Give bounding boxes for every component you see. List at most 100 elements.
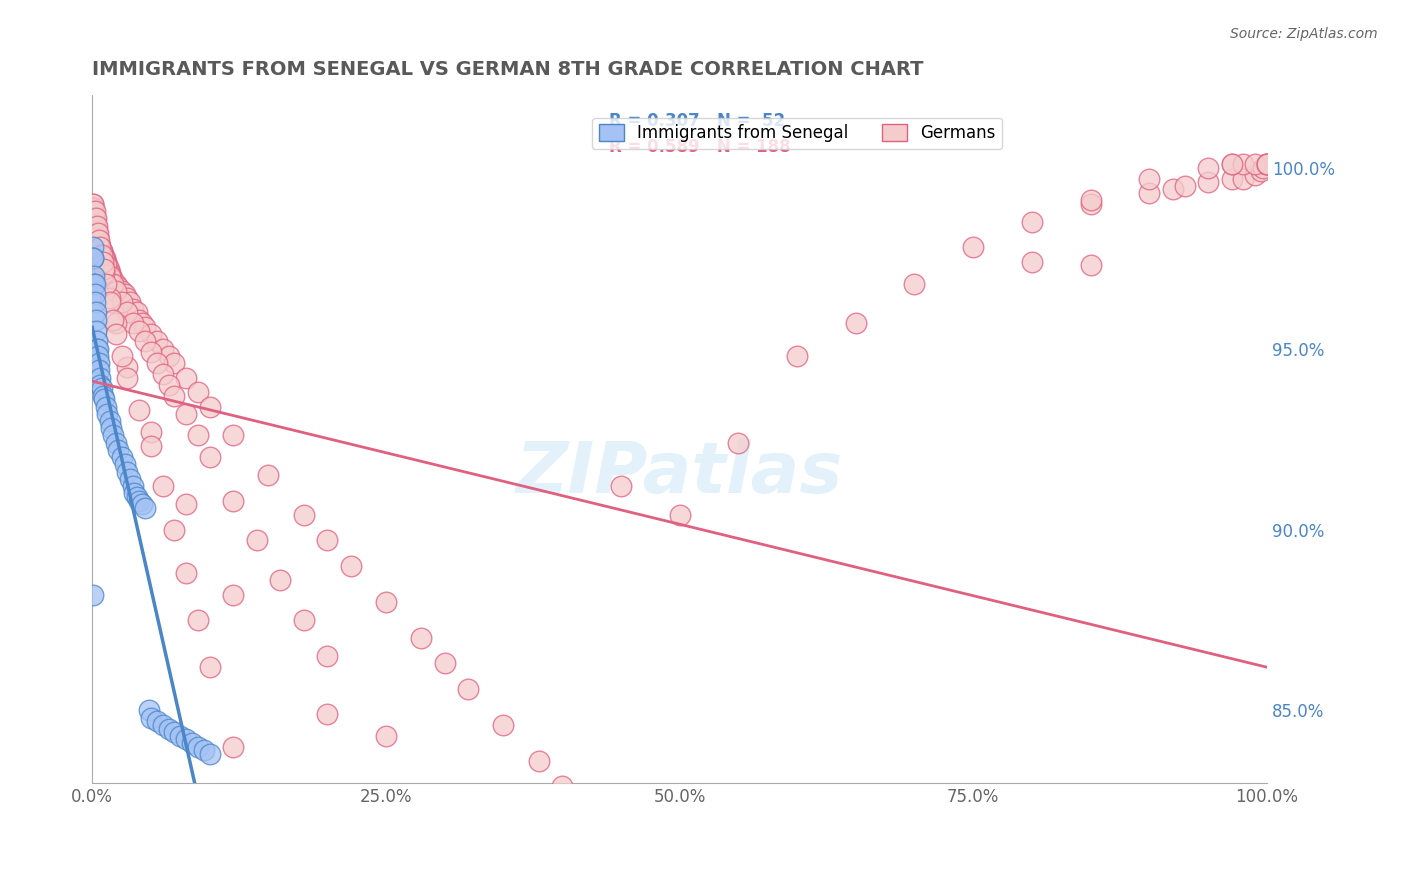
Point — [83, 215, 105, 229]
Point — [104, 277, 127, 291]
Text: ZIPatlas: ZIPatlas — [516, 439, 844, 508]
Point — [89, 247, 111, 261]
Point — [87, 233, 110, 247]
Point — [222, 493, 245, 508]
Point — [198, 400, 221, 414]
Point — [457, 681, 479, 696]
Legend: Immigrants from Senegal, Germans: Immigrants from Senegal, Germans — [592, 118, 1002, 149]
Point — [114, 458, 136, 472]
Point — [89, 356, 111, 370]
Point — [1220, 157, 1243, 171]
Point — [1256, 157, 1278, 171]
Point — [198, 660, 221, 674]
Point — [1139, 171, 1161, 186]
Point — [84, 324, 107, 338]
Point — [100, 269, 122, 284]
Point — [87, 226, 110, 240]
Point — [152, 718, 174, 732]
Point — [139, 345, 162, 359]
Point — [551, 780, 574, 794]
Point — [89, 233, 111, 247]
Point — [97, 262, 120, 277]
Point — [146, 334, 169, 349]
Point — [193, 743, 215, 757]
Point — [96, 407, 118, 421]
Point — [131, 316, 153, 330]
Point — [122, 479, 145, 493]
Point — [374, 729, 396, 743]
Point — [1021, 215, 1043, 229]
Point — [84, 294, 107, 309]
Point — [257, 830, 280, 844]
Point — [845, 316, 868, 330]
Point — [83, 211, 105, 226]
Point — [181, 736, 204, 750]
Point — [139, 425, 162, 439]
Point — [610, 479, 633, 493]
Text: IMMIGRANTS FROM SENEGAL VS GERMAN 8TH GRADE CORRELATION CHART: IMMIGRANTS FROM SENEGAL VS GERMAN 8TH GR… — [93, 60, 924, 78]
Point — [83, 211, 105, 226]
Point — [84, 219, 107, 233]
Point — [93, 262, 115, 277]
Point — [374, 595, 396, 609]
Point — [89, 240, 111, 254]
Point — [117, 370, 139, 384]
Point — [152, 479, 174, 493]
Point — [1244, 168, 1267, 182]
Point — [163, 356, 186, 370]
Point — [1220, 157, 1243, 171]
Point — [157, 349, 180, 363]
Point — [117, 359, 139, 374]
Point — [89, 240, 111, 254]
Point — [82, 197, 104, 211]
Point — [492, 870, 515, 884]
Point — [152, 342, 174, 356]
Point — [1197, 161, 1219, 175]
Point — [125, 305, 148, 319]
Point — [222, 428, 245, 442]
Point — [527, 754, 550, 768]
Point — [90, 244, 112, 258]
Point — [492, 718, 515, 732]
Point — [174, 370, 197, 384]
Point — [1197, 175, 1219, 189]
Point — [103, 273, 125, 287]
Point — [1161, 182, 1184, 196]
Point — [117, 291, 139, 305]
Point — [727, 435, 749, 450]
Point — [138, 703, 160, 717]
Point — [433, 801, 456, 815]
Point — [82, 204, 104, 219]
Point — [339, 558, 361, 573]
Point — [118, 472, 141, 486]
Point — [257, 468, 280, 483]
Point — [222, 739, 245, 754]
Point — [87, 233, 110, 247]
Point — [131, 497, 153, 511]
Point — [86, 219, 108, 233]
Point — [89, 236, 111, 251]
Point — [1220, 171, 1243, 186]
Point — [93, 251, 115, 265]
Point — [163, 523, 186, 537]
Point — [89, 236, 111, 251]
Point — [152, 367, 174, 381]
Point — [84, 222, 107, 236]
Point — [83, 211, 105, 226]
Point — [96, 400, 118, 414]
Text: R = 0.589   N = 188: R = 0.589 N = 188 — [609, 137, 790, 156]
Point — [86, 334, 108, 349]
Point — [82, 208, 104, 222]
Point — [90, 247, 112, 261]
Point — [82, 208, 104, 222]
Point — [84, 219, 107, 233]
Point — [82, 240, 104, 254]
Point — [82, 588, 104, 602]
Point — [1080, 197, 1102, 211]
Point — [82, 251, 104, 265]
Point — [87, 342, 110, 356]
Point — [84, 222, 107, 236]
Point — [82, 204, 104, 219]
Point — [91, 389, 114, 403]
Point — [86, 226, 108, 240]
